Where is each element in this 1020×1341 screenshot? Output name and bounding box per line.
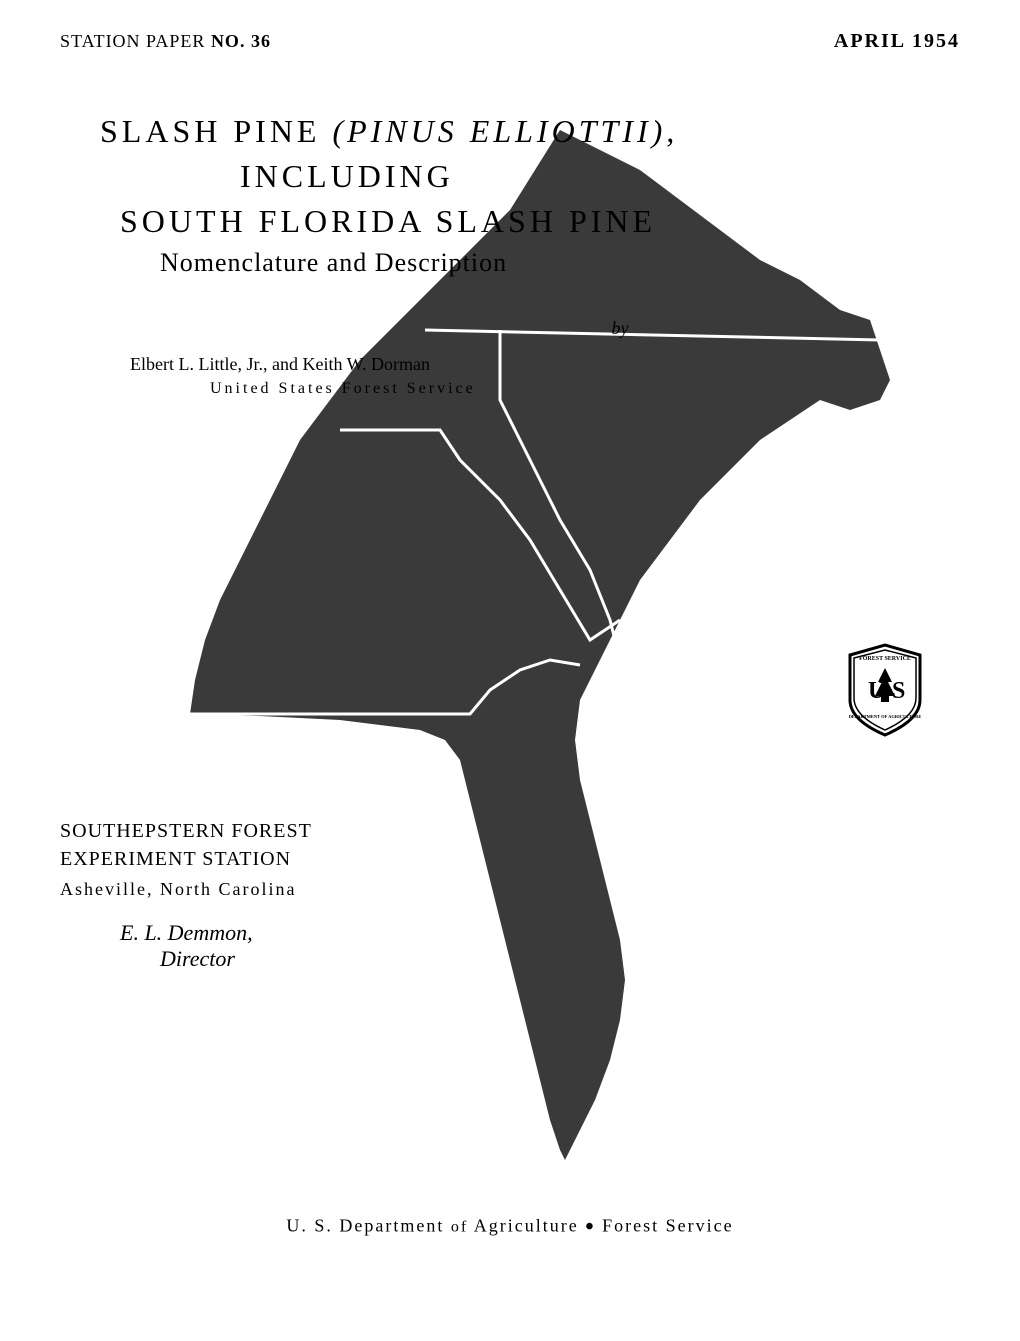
footer-part-4: Forest Service <box>596 1216 734 1236</box>
station-block: SOUTHEPSTERN FOREST EXPERIMENT STATION A… <box>60 820 312 972</box>
affiliation: United States Forest Service <box>210 380 960 398</box>
logo-bottom-text: DEPARTMENT OF AGRICULTURE <box>849 714 922 719</box>
director-title: Director <box>160 946 312 972</box>
footer-part-1: U. S. Department <box>286 1216 450 1236</box>
station-paper-prefix: STATION PAPER <box>60 31 211 51</box>
title-part-1: SLASH PINE <box>100 113 332 149</box>
footer: U. S. Department of Agriculture • Forest… <box>0 1214 1020 1241</box>
director-name: E. L. Demmon, <box>120 920 312 946</box>
svg-text:U: U <box>868 678 885 704</box>
title-part-2-italic: (PINUS ELLIOTTII), <box>332 113 678 149</box>
southeastern-us-map <box>180 120 900 1180</box>
authors: Elbert L. Little, Jr., and Keith W. Dorm… <box>130 354 960 375</box>
forest-service-logo: FOREST SERVICE U S DEPARTMENT OF AGRICUL… <box>840 640 930 740</box>
title-line-2: INCLUDING <box>240 158 960 195</box>
station-location: Asheville, North Carolina <box>60 879 312 900</box>
footer-dot: • <box>585 1214 595 1240</box>
station-name-line2: EXPERIMENT STATION <box>60 848 312 871</box>
by-line: by <box>280 318 960 339</box>
title-line-4: Nomenclature and Description <box>160 248 960 278</box>
title-line-3: SOUTH FLORIDA SLASH PINE <box>120 203 960 240</box>
publication-date: APRIL 1954 <box>834 30 960 53</box>
logo-top-text: FOREST SERVICE <box>859 656 911 662</box>
footer-part-3: Agriculture <box>468 1216 585 1236</box>
station-paper-no: NO. 36 <box>211 31 271 51</box>
station-paper-number: STATION PAPER NO. 36 <box>60 31 271 52</box>
svg-text:S: S <box>892 678 905 704</box>
footer-part-2: of <box>451 1219 468 1236</box>
station-name-line1: SOUTHEPSTERN FOREST <box>60 820 312 843</box>
title-line-1: SLASH PINE (PINUS ELLIOTTII), <box>100 113 960 150</box>
title-block: SLASH PINE (PINUS ELLIOTTII), INCLUDING … <box>100 113 960 278</box>
